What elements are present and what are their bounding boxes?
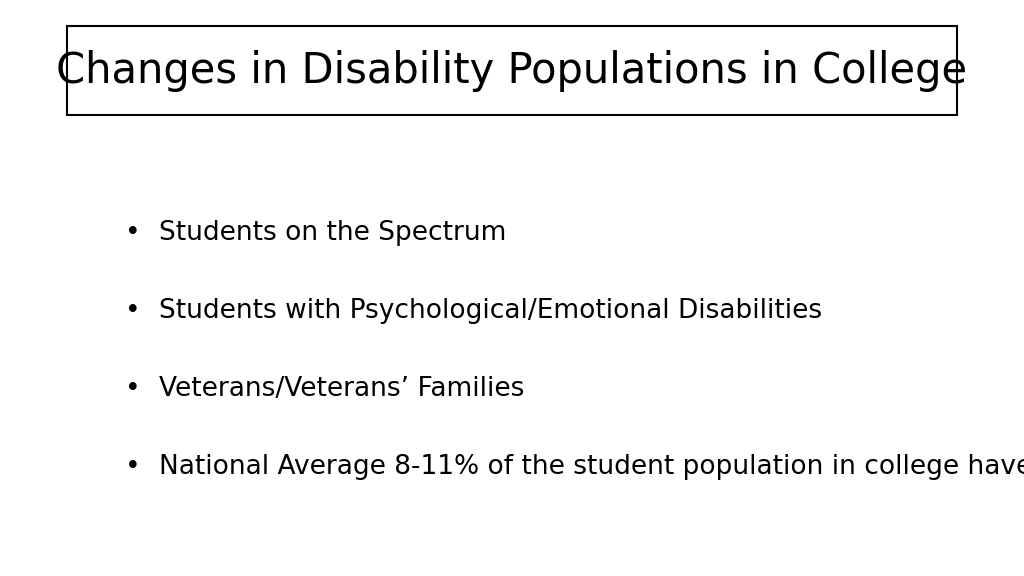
Text: •: • <box>125 298 141 324</box>
FancyBboxPatch shape <box>67 26 957 115</box>
Text: •: • <box>125 220 141 247</box>
Text: Students on the Spectrum: Students on the Spectrum <box>159 220 506 247</box>
Text: •: • <box>125 453 141 480</box>
Text: Students with Psychological/Emotional Disabilities: Students with Psychological/Emotional Di… <box>159 298 822 324</box>
Text: National Average 8-11% of the student population in college have disabilities: National Average 8-11% of the student po… <box>159 453 1024 480</box>
Text: Veterans/Veterans’ Families: Veterans/Veterans’ Families <box>159 376 524 402</box>
Text: Changes in Disability Populations in College: Changes in Disability Populations in Col… <box>56 50 968 92</box>
Text: •: • <box>125 376 141 402</box>
